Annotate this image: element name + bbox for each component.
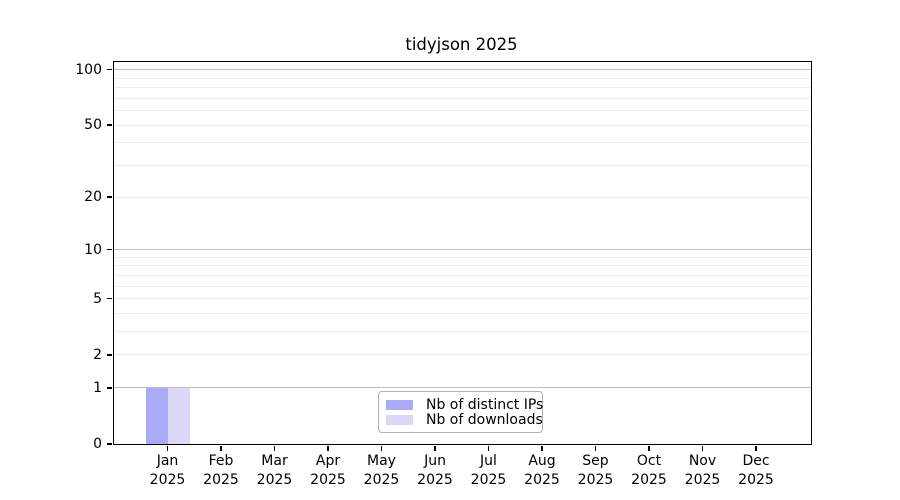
gridline-minor	[114, 196, 811, 198]
y-tick	[107, 68, 112, 71]
gridline-minor	[114, 77, 811, 79]
x-tick-label: Aug 2025	[524, 453, 560, 488]
y-tick	[107, 387, 112, 389]
x-tick	[380, 446, 383, 451]
y-tick-label: 5	[93, 290, 102, 307]
chart-title: tidyjson 2025	[405, 35, 518, 54]
y-tick-label: 1	[93, 379, 102, 396]
gridline-minor	[114, 312, 811, 314]
gridline-minor	[114, 331, 811, 333]
x-tick	[220, 446, 222, 451]
plot-area: 0 1 2 5 10 20 50 100 Jan 2025 Feb 2025 Mar 2025 Apr…	[75, 61, 812, 488]
x-tick	[273, 446, 276, 451]
x-tick-label: Mar 2025	[256, 453, 293, 488]
legend: Nb of distinct IPs Nb of downloads	[378, 391, 543, 433]
x-tick	[541, 446, 543, 451]
y-tick-label: 50	[84, 117, 102, 134]
x-tick-label: Jan 2025	[149, 453, 186, 488]
legend-item: Nb of distinct IPs	[386, 397, 543, 413]
x-tick-label: Feb 2025	[203, 453, 239, 488]
gridline-minor	[114, 354, 811, 356]
legend-swatch	[386, 399, 413, 410]
x-tick-label: Dec 2025	[738, 453, 774, 488]
x-tick	[166, 446, 169, 451]
y-tick-label: 20	[84, 189, 102, 206]
y-tick-label: 100	[75, 61, 102, 78]
y-tick	[107, 354, 112, 356]
y-tick	[107, 443, 112, 445]
x-tick-label: Oct 2025	[631, 453, 667, 488]
x-tick-label: Apr 2025	[310, 453, 346, 488]
gridline-minor	[114, 97, 811, 99]
x-tick-label: Nov 2025	[684, 453, 721, 488]
gridline-minor	[114, 298, 811, 300]
y-tick-label: 2	[93, 346, 102, 363]
x-tick-label: Jun 2025	[417, 453, 453, 488]
x-tick	[594, 446, 597, 451]
x-tick	[434, 446, 436, 451]
gridline-minor	[114, 142, 811, 144]
legend-label: Nb of downloads	[426, 411, 543, 428]
x-tick	[701, 446, 704, 451]
bar-distinct-ips	[145, 387, 168, 444]
legend-swatch	[386, 414, 413, 425]
gridline-major	[114, 69, 811, 71]
gridline-major	[114, 387, 811, 389]
gridline-minor	[114, 124, 811, 126]
legend-item: Nb of downloads	[386, 412, 543, 428]
x-tick	[648, 446, 650, 451]
y-tick-label: 10	[84, 241, 102, 258]
x-tick-label: Jul 2025	[470, 453, 507, 488]
gridline-minor	[114, 164, 811, 166]
x-tick	[487, 446, 490, 451]
gridline-major	[114, 249, 811, 250]
y-tick	[107, 124, 112, 126]
gridline-minor	[114, 256, 811, 258]
y-tick	[107, 248, 112, 251]
x-tick	[327, 446, 329, 451]
legend-label: Nb of distinct IPs	[426, 396, 544, 413]
gridline-minor	[114, 285, 811, 287]
gridline-minor	[114, 87, 811, 89]
y-tick-label: 0	[93, 436, 102, 452]
y-tick	[107, 297, 112, 300]
bar-downloads	[167, 387, 190, 444]
x-tick	[755, 446, 757, 451]
x-tick-label: Sep 2025	[577, 453, 614, 488]
gridline-minor	[114, 265, 811, 267]
gridline-minor	[114, 110, 811, 112]
gridline-minor	[114, 274, 811, 276]
y-tick	[107, 196, 112, 198]
x-tick-label: May 2025	[363, 453, 400, 488]
